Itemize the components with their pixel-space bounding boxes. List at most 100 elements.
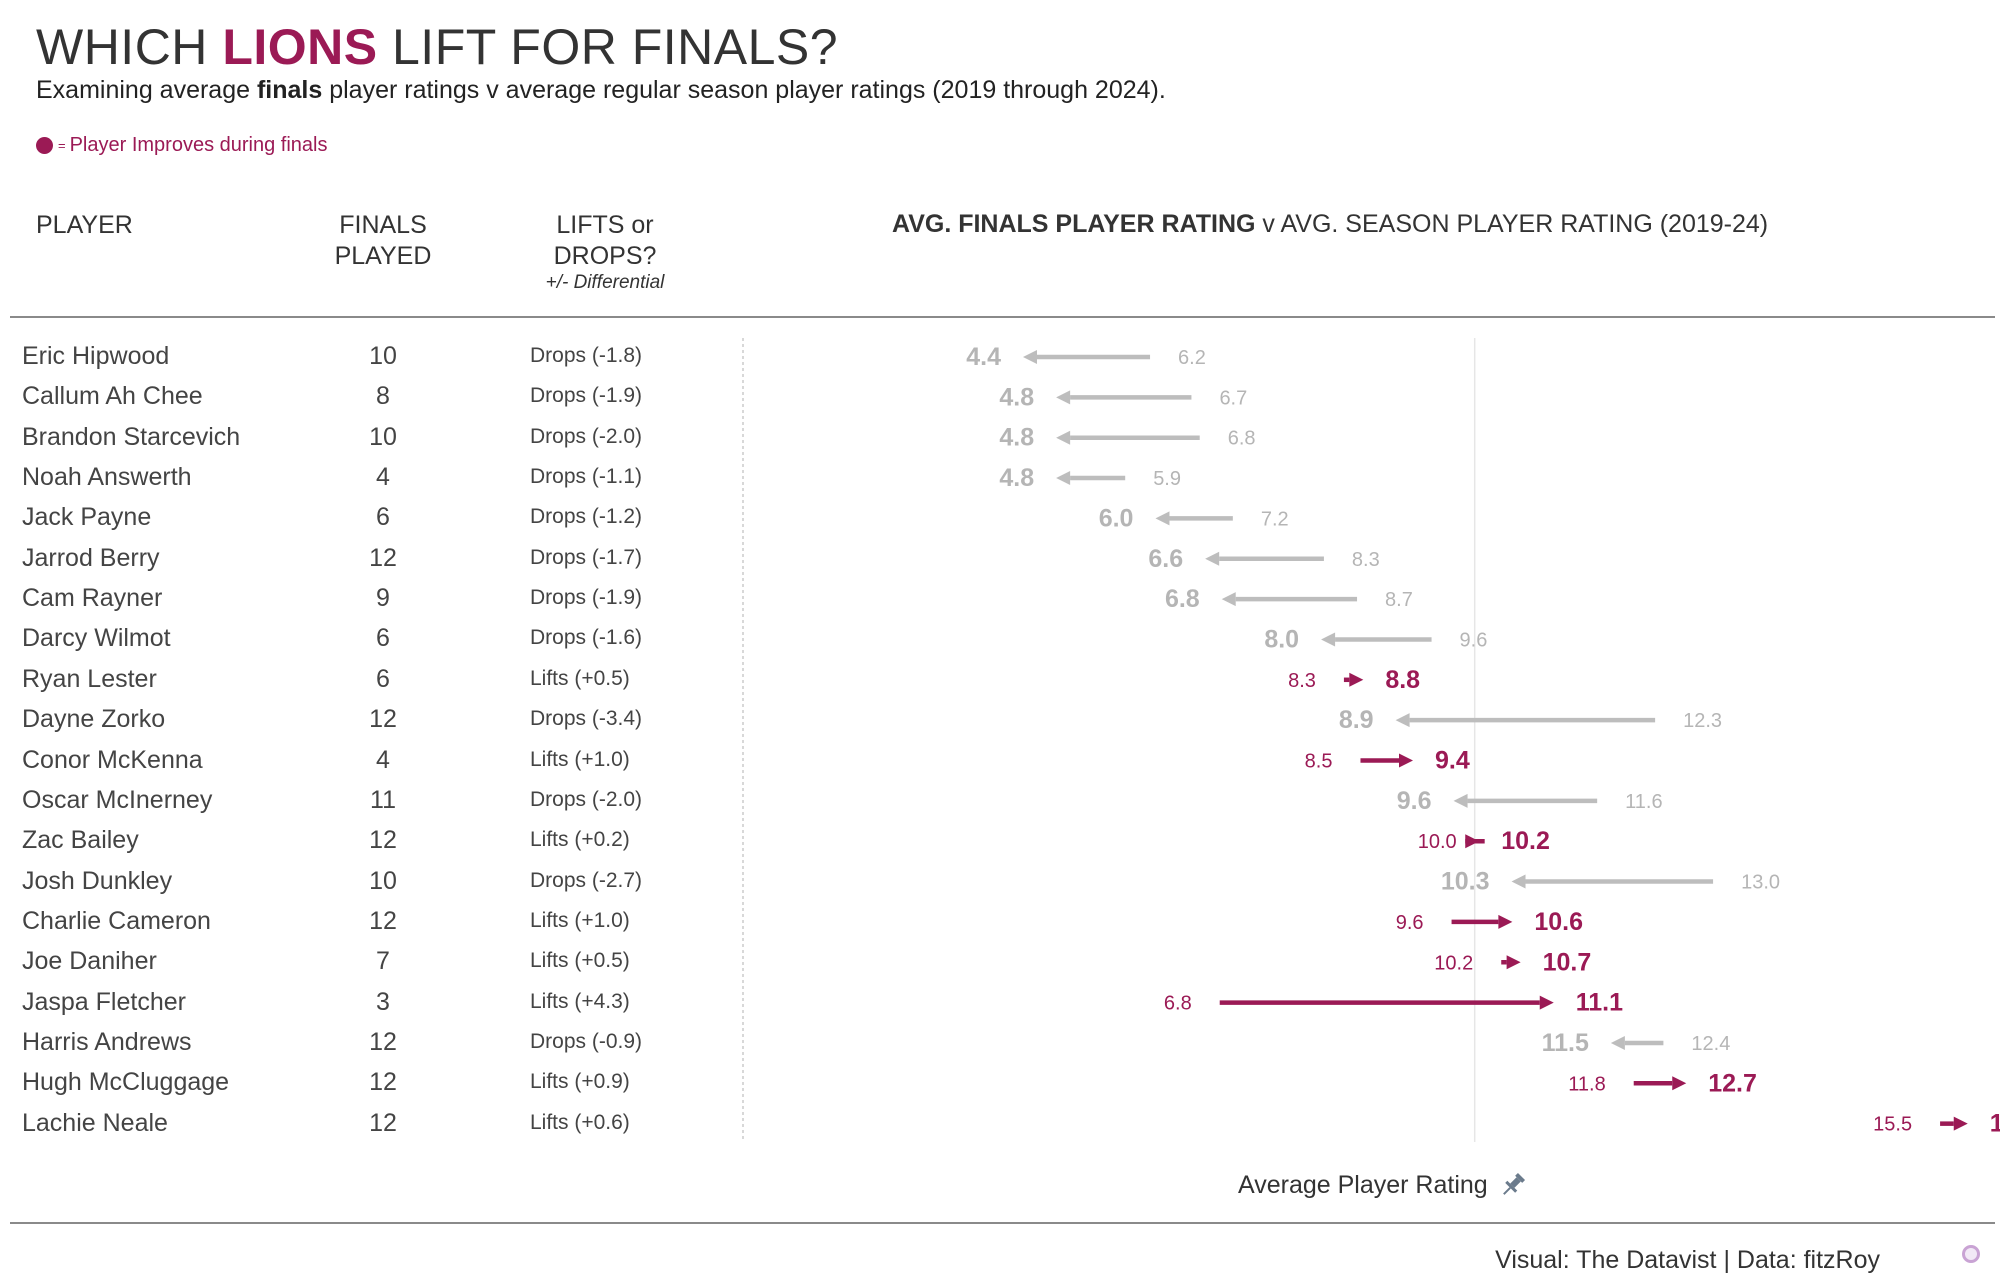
arrow-head <box>1672 1076 1687 1091</box>
arrow-head <box>1349 672 1364 687</box>
arrow-head <box>1498 914 1513 929</box>
player-name: Oscar McInerney <box>22 785 213 814</box>
season-rating-label: 7.2 <box>1261 508 1289 530</box>
season-rating-label: 12.3 <box>1683 710 1722 732</box>
player-name: Zac Bailey <box>22 826 139 855</box>
arrow-head <box>1056 430 1071 445</box>
player-name: Cam Rayner <box>22 584 163 613</box>
season-rating-label: 6.8 <box>1164 993 1192 1015</box>
header-chart-bold: AVG. FINALS PLAYER RATING <box>892 210 1256 238</box>
finals-rating-label: 12.7 <box>1708 1069 1757 1097</box>
subtitle-after: player ratings v average regular season … <box>322 76 1166 104</box>
arrow-head <box>1221 592 1236 607</box>
finals-played-value: 4 <box>376 463 390 492</box>
arrow-head <box>1155 511 1170 526</box>
finals-played-value: 12 <box>369 1027 397 1056</box>
page-subtitle: Examining average finals player ratings … <box>36 76 1166 105</box>
season-rating-label: 8.5 <box>1305 751 1333 773</box>
arrow-head <box>1506 955 1521 970</box>
finals-rating-label: 16.1 <box>1990 1110 2000 1138</box>
header-lifts-sub: +/- Differential <box>545 272 665 293</box>
subtitle-before: Examining average <box>36 76 257 104</box>
differential-value: Lifts (+1.0) <box>530 747 630 771</box>
finals-rating-label: 4.8 <box>999 424 1034 452</box>
player-name: Josh Dunkley <box>22 866 173 895</box>
player-name: Joe Daniher <box>22 947 157 976</box>
legend-equals: = <box>58 138 66 153</box>
title-highlight: LIONS <box>222 19 378 75</box>
player-name: Dayne Zorko <box>22 705 166 734</box>
arrow-head <box>1399 753 1413 768</box>
differential-value: Drops (-3.4) <box>530 707 643 731</box>
arrow-head <box>1539 995 1554 1010</box>
finals-rating-label: 4.8 <box>999 383 1034 411</box>
finals-rating-label: 8.8 <box>1385 666 1420 694</box>
finals-played-value: 7 <box>376 947 390 976</box>
arrow-head <box>1056 390 1071 405</box>
season-rating-label: 11.6 <box>1625 791 1662 813</box>
arrow-head <box>1023 350 1037 364</box>
pin-icon[interactable] <box>1498 1170 1528 1200</box>
season-rating-label: 13.0 <box>1741 872 1780 894</box>
finals-played-value: 10 <box>369 342 397 370</box>
player-name: Ryan Lester <box>22 664 157 693</box>
finals-played-value: 12 <box>369 1068 397 1097</box>
arrow-head <box>1453 793 1468 808</box>
finals-played-value: 12 <box>369 1108 397 1137</box>
finals-rating-label: 10.7 <box>1543 948 1592 976</box>
header-player: PLAYER <box>36 211 133 239</box>
differential-value: Drops (-2.0) <box>530 424 643 448</box>
finals-played-value: 10 <box>369 422 397 451</box>
arrow-head <box>1205 551 1220 566</box>
finals-played-value: 6 <box>376 503 390 532</box>
finals-rating-label: 6.6 <box>1148 545 1183 573</box>
title-suffix: LIFT FOR FINALS? <box>377 19 839 75</box>
differential-value: Drops (-1.1) <box>530 465 643 489</box>
finals-played-value: 8 <box>376 382 390 411</box>
player-name: Hugh McCluggage <box>22 1068 230 1097</box>
header-finals-line1: FINALS <box>339 211 427 239</box>
legend-label: Player Improves during finals <box>69 134 328 156</box>
season-rating-label: 8.3 <box>1352 549 1380 571</box>
finals-played-value: 3 <box>376 987 390 1016</box>
differential-value: Lifts (+0.9) <box>530 1070 630 1094</box>
arrow-head <box>1056 471 1071 486</box>
legend: = Player Improves during finals <box>36 134 327 157</box>
finals-rating-label: 9.6 <box>1397 787 1432 815</box>
differential-value: Lifts (+0.5) <box>530 666 630 690</box>
season-rating-label: 6.8 <box>1228 428 1256 450</box>
player-name: Jarrod Berry <box>22 543 160 572</box>
finals-played-value: 9 <box>376 584 390 613</box>
player-name: Darcy Wilmot <box>22 624 171 653</box>
season-rating-label: 15.5 <box>1873 1114 1912 1136</box>
differential-value: Lifts (+4.3) <box>530 989 630 1013</box>
finals-played-value: 4 <box>376 745 390 774</box>
header-lifts-drops: LIFTS or DROPS? +/- Differential <box>525 210 685 294</box>
finals-played-value: 12 <box>369 826 397 855</box>
finals-rating-label: 6.0 <box>1099 504 1134 532</box>
season-rating-label: 9.6 <box>1460 629 1488 651</box>
finals-rating-label: 10.2 <box>1501 827 1550 855</box>
header-lifts-line1: LIFTS or <box>556 211 654 239</box>
x-axis-label: Average Player Rating <box>1238 1170 1528 1200</box>
legend-dot-icon <box>36 137 53 154</box>
player-name: Brandon Starcevich <box>22 422 241 451</box>
differential-value: Lifts (+0.6) <box>530 1110 630 1134</box>
player-name: Charlie Cameron <box>22 906 211 935</box>
header-divider <box>10 316 1995 318</box>
season-rating-label: 12.4 <box>1691 1033 1730 1055</box>
differential-value: Drops (-1.7) <box>530 545 643 569</box>
differential-value: Drops (-1.9) <box>530 586 643 610</box>
arrow-head <box>1465 834 1480 849</box>
header-chart: AVG. FINALS PLAYER RATING v AVG. SEASON … <box>892 210 1768 239</box>
differential-value: Drops (-1.8) <box>530 344 643 367</box>
season-rating-label: 5.9 <box>1153 468 1181 490</box>
player-name: Conor McKenna <box>22 745 203 774</box>
finals-rating-label: 11.5 <box>1542 1029 1589 1057</box>
tableau-icon[interactable] <box>1962 1245 1980 1263</box>
differential-value: Lifts (+0.2) <box>530 828 630 852</box>
page-title: WHICH LIONS LIFT FOR FINALS? <box>36 18 838 76</box>
season-rating-label: 8.3 <box>1288 670 1316 692</box>
finals-played-value: 12 <box>369 543 397 572</box>
